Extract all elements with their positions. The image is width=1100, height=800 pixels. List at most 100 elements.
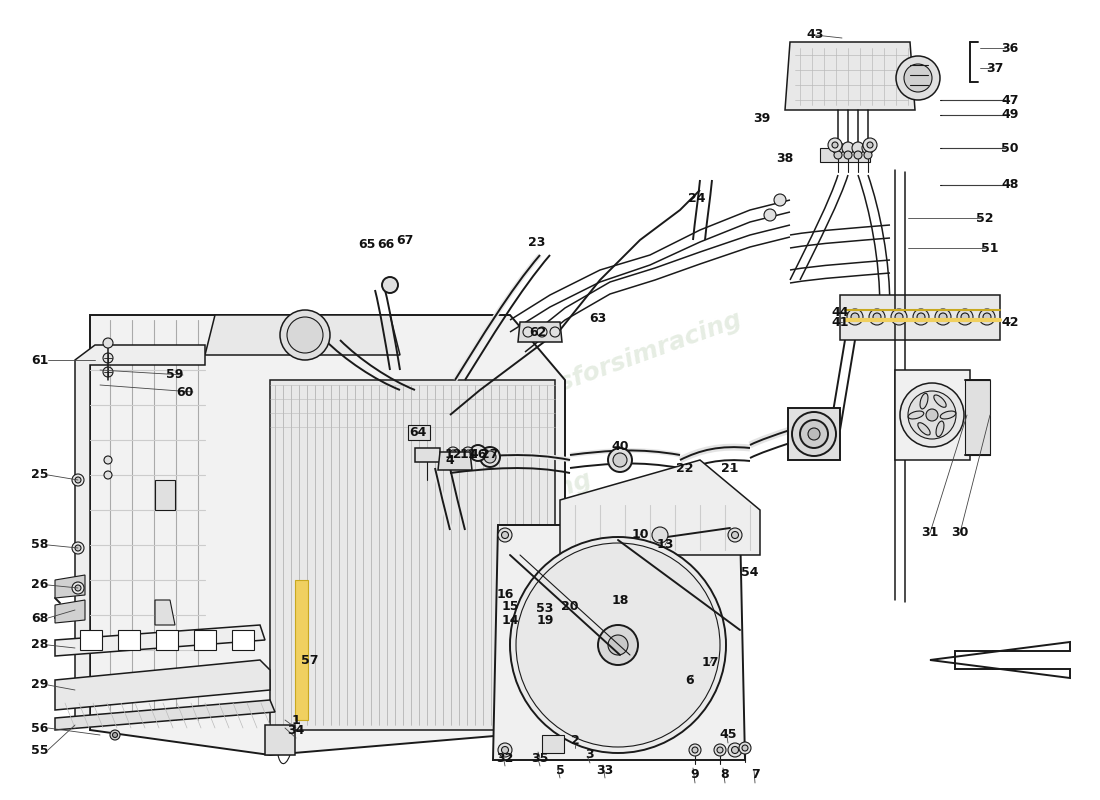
- Polygon shape: [518, 322, 562, 342]
- Circle shape: [287, 317, 323, 353]
- Circle shape: [808, 428, 820, 440]
- Text: 6: 6: [685, 674, 694, 686]
- Ellipse shape: [909, 411, 924, 419]
- Circle shape: [75, 585, 81, 591]
- Polygon shape: [840, 295, 1000, 340]
- Polygon shape: [156, 630, 178, 650]
- Circle shape: [72, 474, 84, 486]
- Circle shape: [792, 412, 836, 456]
- Circle shape: [714, 744, 726, 756]
- Circle shape: [103, 367, 113, 377]
- Polygon shape: [820, 148, 870, 162]
- Polygon shape: [155, 600, 175, 625]
- Polygon shape: [493, 525, 745, 760]
- Text: 21: 21: [722, 462, 739, 474]
- Text: 24: 24: [689, 191, 706, 205]
- Circle shape: [103, 353, 113, 363]
- Circle shape: [689, 744, 701, 756]
- Text: 36: 36: [1001, 42, 1019, 54]
- Text: 8: 8: [720, 769, 729, 782]
- Polygon shape: [55, 600, 85, 623]
- Text: 58: 58: [31, 538, 48, 551]
- Polygon shape: [265, 725, 295, 755]
- Text: 40: 40: [612, 441, 629, 454]
- Circle shape: [110, 730, 120, 740]
- Circle shape: [498, 743, 512, 757]
- Polygon shape: [75, 345, 205, 720]
- Text: 60: 60: [176, 386, 194, 398]
- Text: 56: 56: [31, 722, 48, 734]
- Circle shape: [732, 746, 738, 754]
- Text: 61: 61: [31, 354, 48, 366]
- Circle shape: [550, 327, 560, 337]
- Circle shape: [480, 447, 501, 467]
- Ellipse shape: [934, 395, 946, 407]
- Text: 7: 7: [750, 769, 759, 782]
- Circle shape: [935, 309, 952, 325]
- Text: 51: 51: [981, 242, 999, 254]
- Text: 23: 23: [528, 235, 546, 249]
- Circle shape: [896, 56, 940, 100]
- Circle shape: [800, 420, 828, 448]
- Text: 33: 33: [596, 763, 614, 777]
- Circle shape: [732, 531, 738, 538]
- Text: 2: 2: [571, 734, 580, 746]
- Circle shape: [891, 309, 908, 325]
- Text: 37: 37: [987, 62, 1003, 74]
- Text: 28: 28: [31, 638, 48, 651]
- Circle shape: [844, 151, 852, 159]
- Text: 3: 3: [585, 749, 594, 762]
- Text: 25: 25: [31, 469, 48, 482]
- Circle shape: [112, 733, 118, 738]
- Circle shape: [864, 138, 877, 152]
- Text: 47: 47: [1001, 94, 1019, 106]
- Circle shape: [742, 745, 748, 751]
- Text: 13: 13: [657, 538, 673, 551]
- Text: 65: 65: [359, 238, 376, 251]
- Ellipse shape: [917, 422, 931, 435]
- Text: 1: 1: [292, 714, 300, 726]
- Circle shape: [522, 327, 534, 337]
- Polygon shape: [295, 580, 308, 720]
- Circle shape: [895, 313, 903, 321]
- Circle shape: [908, 391, 956, 439]
- Circle shape: [104, 456, 112, 464]
- Circle shape: [900, 383, 964, 447]
- Text: 38: 38: [777, 151, 793, 165]
- Circle shape: [957, 309, 974, 325]
- Text: 34: 34: [287, 723, 305, 737]
- Text: 20: 20: [561, 601, 579, 614]
- Text: 16: 16: [496, 587, 514, 601]
- Text: 52: 52: [977, 211, 993, 225]
- Circle shape: [873, 313, 881, 321]
- Circle shape: [598, 625, 638, 665]
- Circle shape: [462, 447, 474, 459]
- Ellipse shape: [940, 411, 956, 419]
- Text: 22: 22: [676, 462, 694, 474]
- Polygon shape: [408, 425, 430, 440]
- Polygon shape: [270, 380, 556, 730]
- Text: 49: 49: [1001, 109, 1019, 122]
- Text: 68: 68: [32, 611, 48, 625]
- Text: 39: 39: [754, 111, 771, 125]
- Text: 35: 35: [531, 751, 549, 765]
- Polygon shape: [930, 642, 1070, 678]
- Circle shape: [842, 142, 854, 154]
- Polygon shape: [965, 380, 990, 455]
- Polygon shape: [55, 660, 270, 710]
- Polygon shape: [232, 630, 254, 650]
- Circle shape: [537, 327, 547, 337]
- Circle shape: [867, 142, 873, 148]
- Ellipse shape: [920, 394, 928, 409]
- Circle shape: [613, 453, 627, 467]
- Text: 59: 59: [166, 369, 184, 382]
- Text: passionsforsimracing: passionsforsimracing: [305, 467, 595, 593]
- Text: 66: 66: [377, 238, 395, 251]
- Text: 57: 57: [301, 654, 319, 666]
- Text: 53: 53: [537, 602, 553, 614]
- Circle shape: [926, 409, 938, 421]
- Polygon shape: [90, 315, 565, 755]
- Text: 10: 10: [631, 529, 649, 542]
- Text: 55: 55: [31, 743, 48, 757]
- Text: 48: 48: [1001, 178, 1019, 191]
